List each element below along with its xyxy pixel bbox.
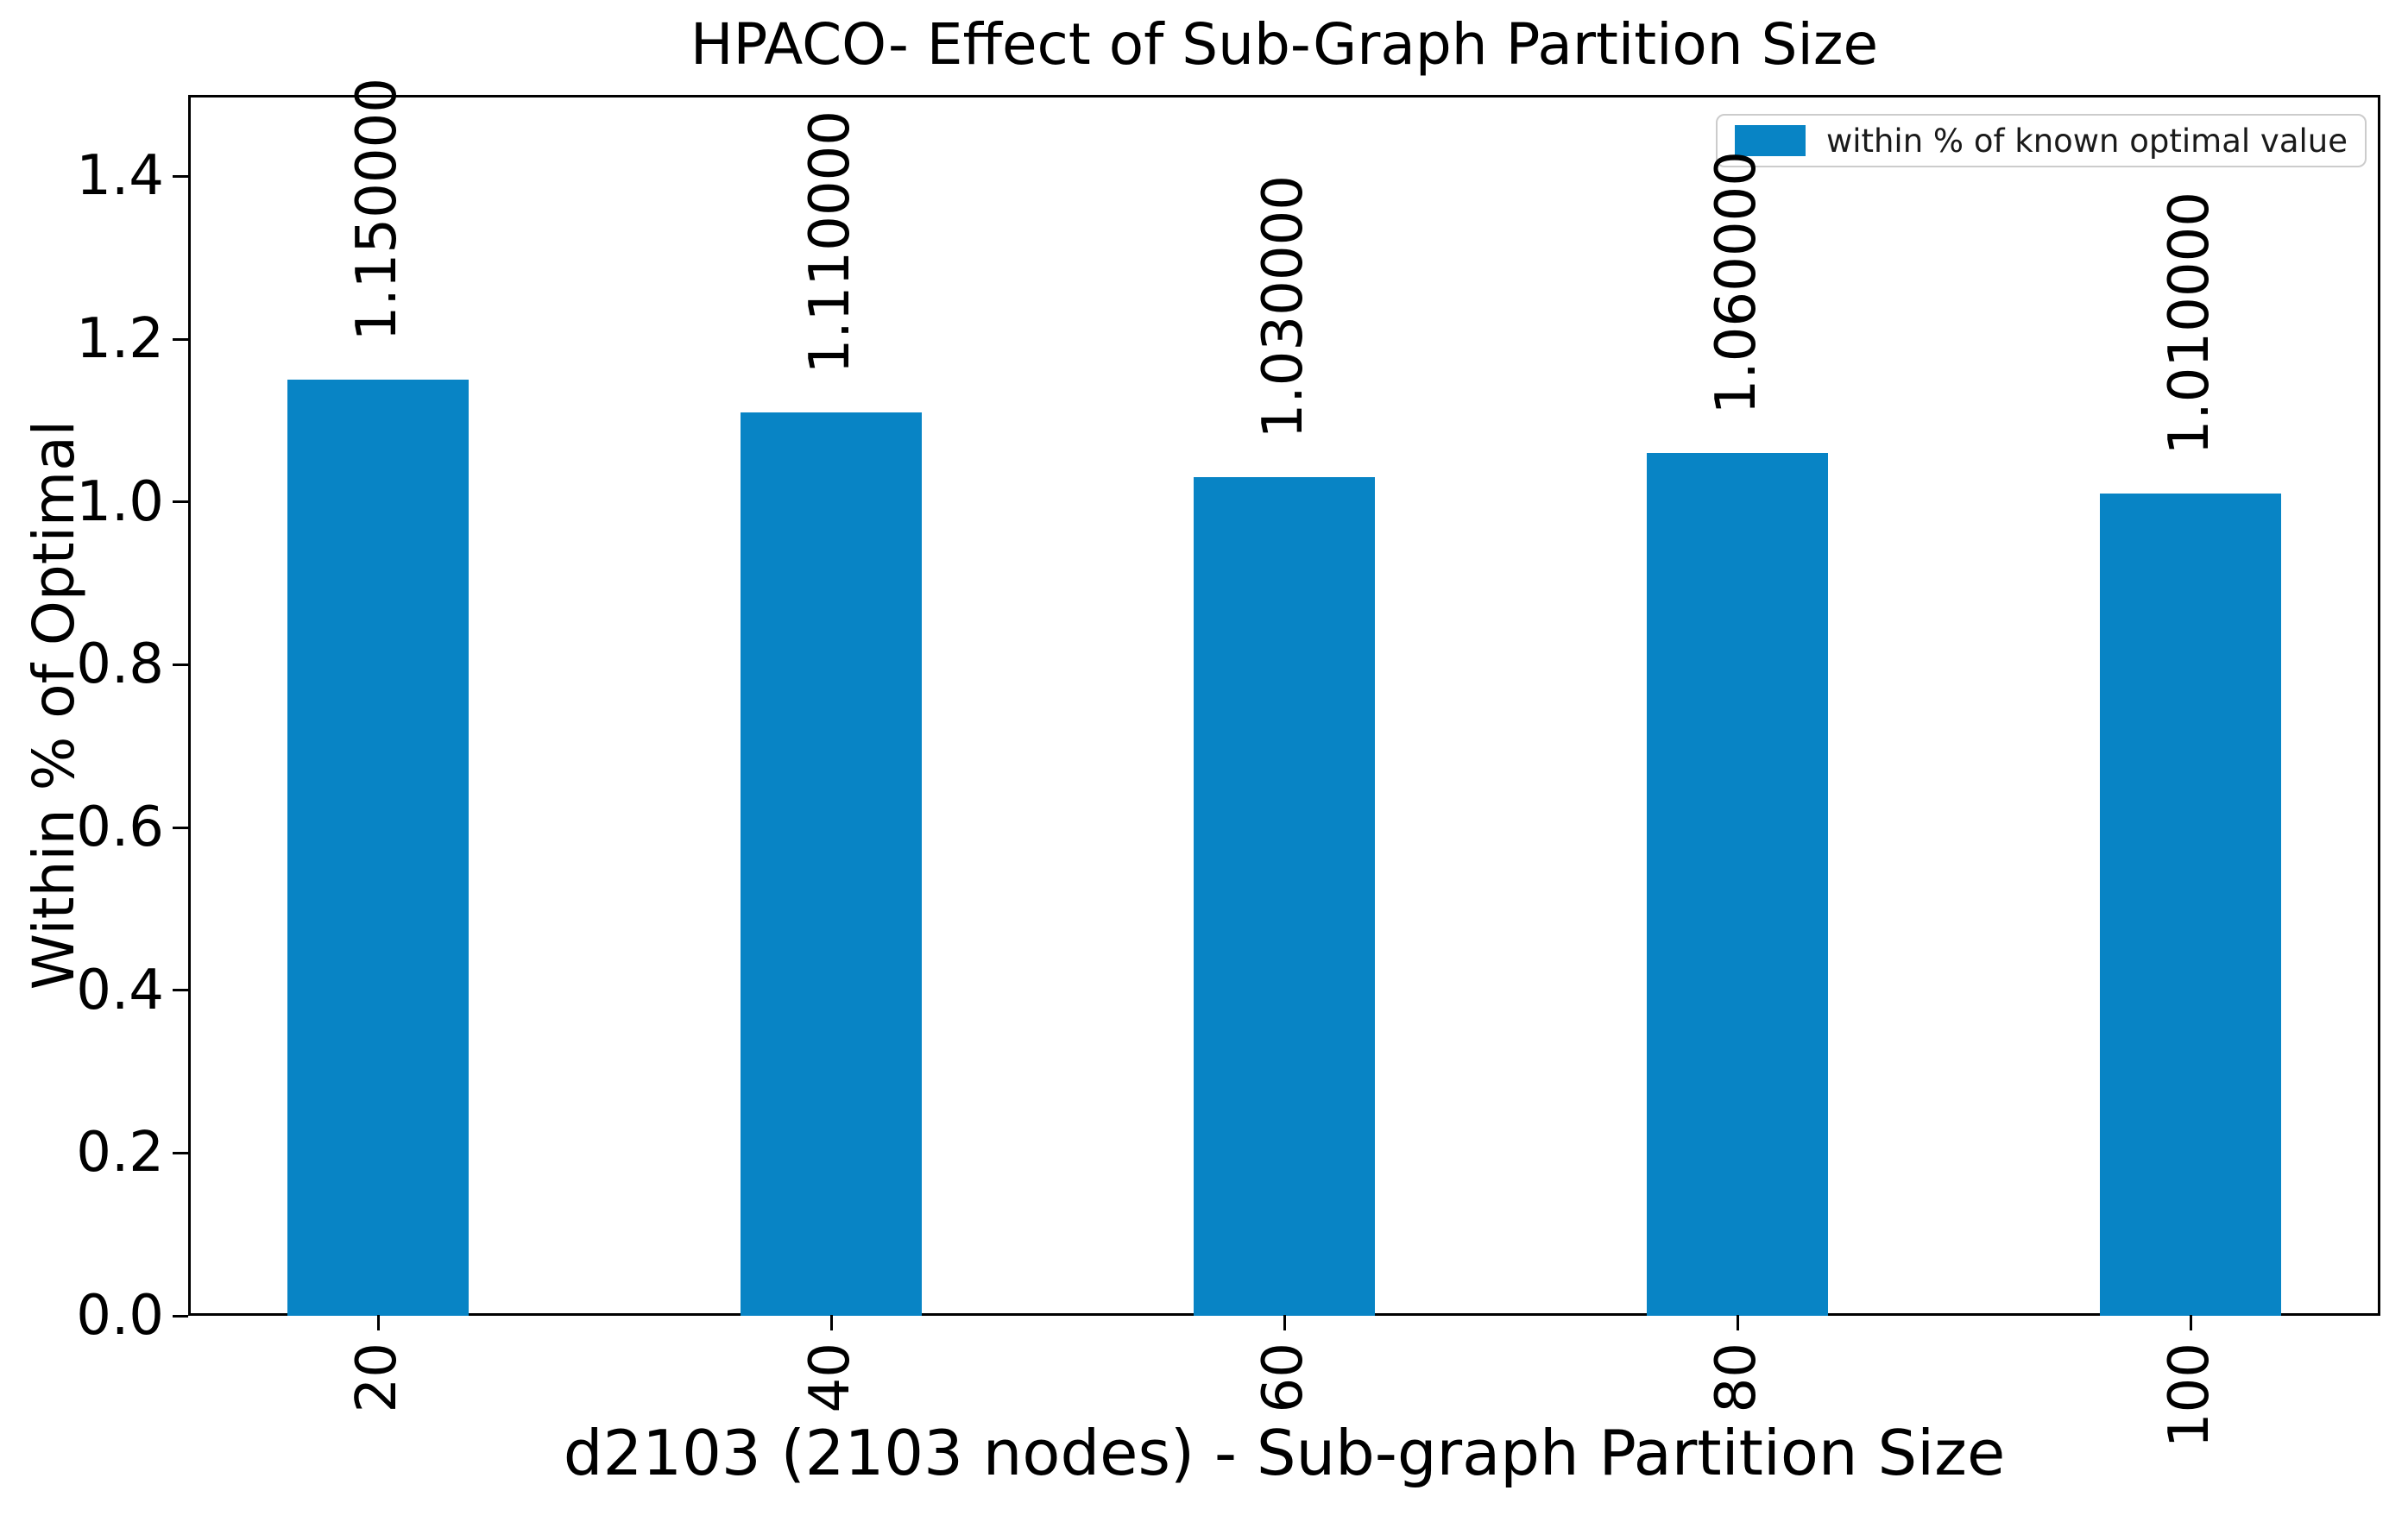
legend-swatch xyxy=(1734,125,1806,156)
y-tick-label: 0.6 xyxy=(76,796,164,859)
x-tick-label-wrap: 100 xyxy=(2139,1343,2242,1448)
y-tick-mark xyxy=(173,1314,188,1318)
y-tick-label: 0.8 xyxy=(76,632,164,697)
bar-value-label: 1.060000 xyxy=(1705,150,1769,415)
y-tick-label: 1.0 xyxy=(76,469,164,534)
bar xyxy=(287,380,469,1316)
y-tick-mark xyxy=(173,500,188,504)
x-tick-mark xyxy=(2189,1315,2192,1330)
x-tick-mark xyxy=(376,1315,380,1330)
y-tick-label: 0.4 xyxy=(76,958,164,1022)
bar-value-label: 1.110000 xyxy=(798,110,863,374)
y-tick-label: 0.0 xyxy=(76,1284,164,1348)
legend: within % of known optimal value xyxy=(1715,114,2367,167)
x-tick-label: 100 xyxy=(2158,1343,2222,1449)
y-tick-mark xyxy=(173,663,188,666)
bar-value-label-wrap: 1.150000 xyxy=(326,78,430,341)
x-tick-mark xyxy=(829,1315,833,1330)
bar xyxy=(2100,494,2281,1316)
y-tick-mark xyxy=(173,337,188,341)
x-tick-mark xyxy=(1283,1315,1286,1330)
y-tick-mark xyxy=(173,1151,188,1154)
bar-value-label: 1.010000 xyxy=(2158,191,2222,456)
legend-label: within % of known optimal value xyxy=(1825,122,2348,160)
x-tick-label-wrap: 80 xyxy=(1686,1343,1789,1412)
bar xyxy=(1194,477,1375,1316)
y-tick-label: 0.2 xyxy=(76,1121,164,1186)
bar-value-label-wrap: 1.030000 xyxy=(1232,175,1336,438)
x-tick-mark xyxy=(1736,1315,1739,1330)
y-tick-mark xyxy=(173,989,188,992)
bar-value-label-wrap: 1.010000 xyxy=(2139,192,2242,455)
y-tick-mark xyxy=(173,174,188,178)
chart-title: HPACO- Effect of Sub-Graph Partition Siz… xyxy=(690,11,1879,78)
y-tick-label: 1.2 xyxy=(76,307,164,371)
bar-value-label: 1.030000 xyxy=(1251,175,1316,439)
x-tick-label: 20 xyxy=(345,1343,410,1413)
y-tick-mark xyxy=(173,826,188,829)
bar xyxy=(1647,453,1828,1316)
x-tick-label-wrap: 20 xyxy=(326,1343,430,1412)
y-tick-label: 1.4 xyxy=(76,144,164,209)
x-tick-label: 80 xyxy=(1705,1343,1769,1413)
x-tick-label-wrap: 60 xyxy=(1232,1343,1336,1412)
x-tick-label: 40 xyxy=(798,1343,863,1413)
x-axis-label: d2103 (2103 nodes) - Sub-graph Partition… xyxy=(563,1417,2006,1489)
x-tick-label: 60 xyxy=(1251,1343,1316,1413)
bar-value-label-wrap: 1.060000 xyxy=(1686,151,1789,414)
x-tick-label-wrap: 40 xyxy=(779,1343,883,1412)
bar-value-label: 1.150000 xyxy=(345,77,410,342)
bar-value-label-wrap: 1.110000 xyxy=(779,110,883,374)
bar xyxy=(741,412,922,1316)
